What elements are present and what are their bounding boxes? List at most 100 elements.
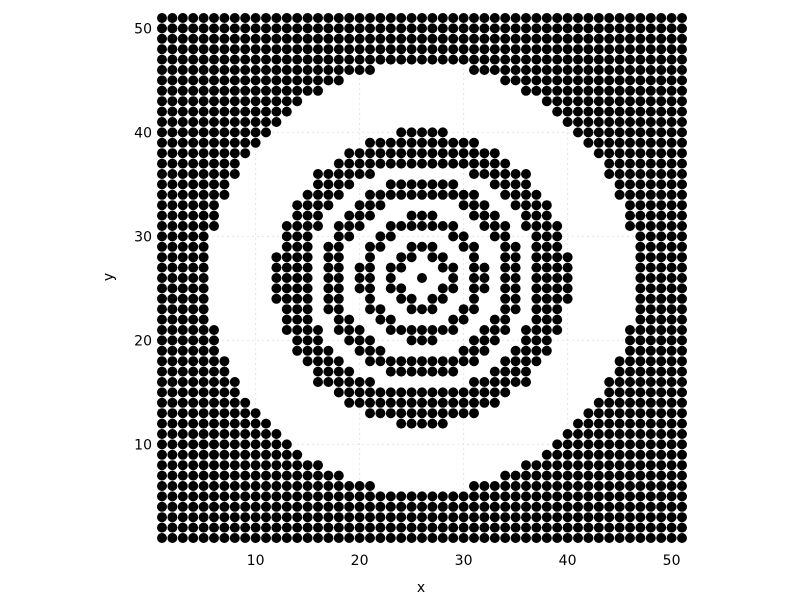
data-point xyxy=(510,481,521,491)
data-point xyxy=(157,54,167,65)
data-point xyxy=(500,179,511,190)
data-point xyxy=(645,283,656,294)
data-point xyxy=(385,137,396,148)
data-point xyxy=(271,429,282,439)
data-point xyxy=(427,210,438,221)
data-point xyxy=(354,377,365,387)
data-point xyxy=(229,470,240,481)
data-point xyxy=(604,148,615,159)
data-point xyxy=(177,449,188,460)
data-point xyxy=(645,221,656,231)
data-point xyxy=(666,418,677,429)
data-point xyxy=(219,387,230,398)
data-point xyxy=(656,148,667,159)
data-point xyxy=(625,23,635,34)
data-point xyxy=(510,65,521,75)
data-point xyxy=(292,345,303,356)
data-point xyxy=(614,189,625,200)
data-point xyxy=(177,158,188,169)
data-point xyxy=(396,356,407,367)
data-point xyxy=(302,252,313,263)
data-point xyxy=(521,377,531,387)
data-point xyxy=(469,283,479,294)
data-point xyxy=(406,210,417,221)
data-point xyxy=(271,491,282,502)
data-point xyxy=(167,345,178,356)
data-point xyxy=(198,189,209,200)
data-point xyxy=(562,23,573,34)
data-point xyxy=(510,44,521,55)
data-point xyxy=(198,460,209,471)
data-point xyxy=(666,449,677,460)
data-point xyxy=(385,387,396,398)
data-point xyxy=(354,345,365,356)
data-point xyxy=(489,501,500,512)
data-point xyxy=(645,304,656,315)
data-point xyxy=(489,158,500,169)
data-point xyxy=(167,439,178,450)
data-point xyxy=(177,127,188,138)
data-point xyxy=(396,325,407,335)
data-point xyxy=(635,241,646,252)
data-point xyxy=(489,397,500,408)
data-point xyxy=(437,325,448,335)
data-point xyxy=(229,377,240,387)
data-point xyxy=(167,13,178,23)
data-point xyxy=(167,96,178,107)
data-point xyxy=(198,325,209,335)
data-point xyxy=(365,512,375,523)
data-point xyxy=(333,231,344,242)
data-point xyxy=(677,501,687,512)
data-point xyxy=(250,65,261,75)
data-point xyxy=(614,44,625,55)
data-point xyxy=(292,200,303,211)
data-point xyxy=(219,96,230,107)
data-point xyxy=(167,470,178,481)
data-point xyxy=(458,397,469,408)
data-point xyxy=(157,418,167,429)
data-point xyxy=(593,23,604,34)
data-point xyxy=(635,387,646,398)
data-point xyxy=(479,335,490,346)
data-point xyxy=(198,429,209,439)
data-point xyxy=(656,283,667,294)
data-point xyxy=(229,75,240,86)
data-point xyxy=(271,96,282,107)
data-point xyxy=(188,13,199,23)
data-point xyxy=(281,481,292,491)
data-point xyxy=(365,387,375,398)
data-point xyxy=(593,481,604,491)
data-point xyxy=(167,169,178,179)
data-point xyxy=(313,179,323,190)
data-point xyxy=(333,75,344,86)
data-point xyxy=(645,200,656,211)
data-point xyxy=(209,54,219,65)
data-point xyxy=(157,460,167,471)
data-point xyxy=(281,85,292,96)
data-point xyxy=(500,44,511,55)
data-point xyxy=(385,522,396,533)
data-point xyxy=(333,387,344,398)
data-point xyxy=(177,54,188,65)
data-point xyxy=(583,439,594,450)
data-point xyxy=(209,470,219,481)
data-point xyxy=(448,273,459,283)
data-point xyxy=(635,65,646,75)
data-point xyxy=(406,23,417,34)
data-point xyxy=(177,117,188,127)
data-point xyxy=(677,96,687,107)
data-point xyxy=(437,54,448,65)
data-point xyxy=(552,75,563,86)
data-point xyxy=(458,137,469,148)
data-point xyxy=(562,262,573,273)
data-point xyxy=(188,304,199,315)
data-point xyxy=(177,169,188,179)
data-point xyxy=(406,408,417,419)
data-point xyxy=(625,189,635,200)
data-point xyxy=(375,54,386,65)
data-point xyxy=(323,252,334,263)
data-point xyxy=(635,429,646,439)
data-point xyxy=(645,252,656,263)
data-point xyxy=(313,210,323,221)
data-point xyxy=(365,33,375,44)
